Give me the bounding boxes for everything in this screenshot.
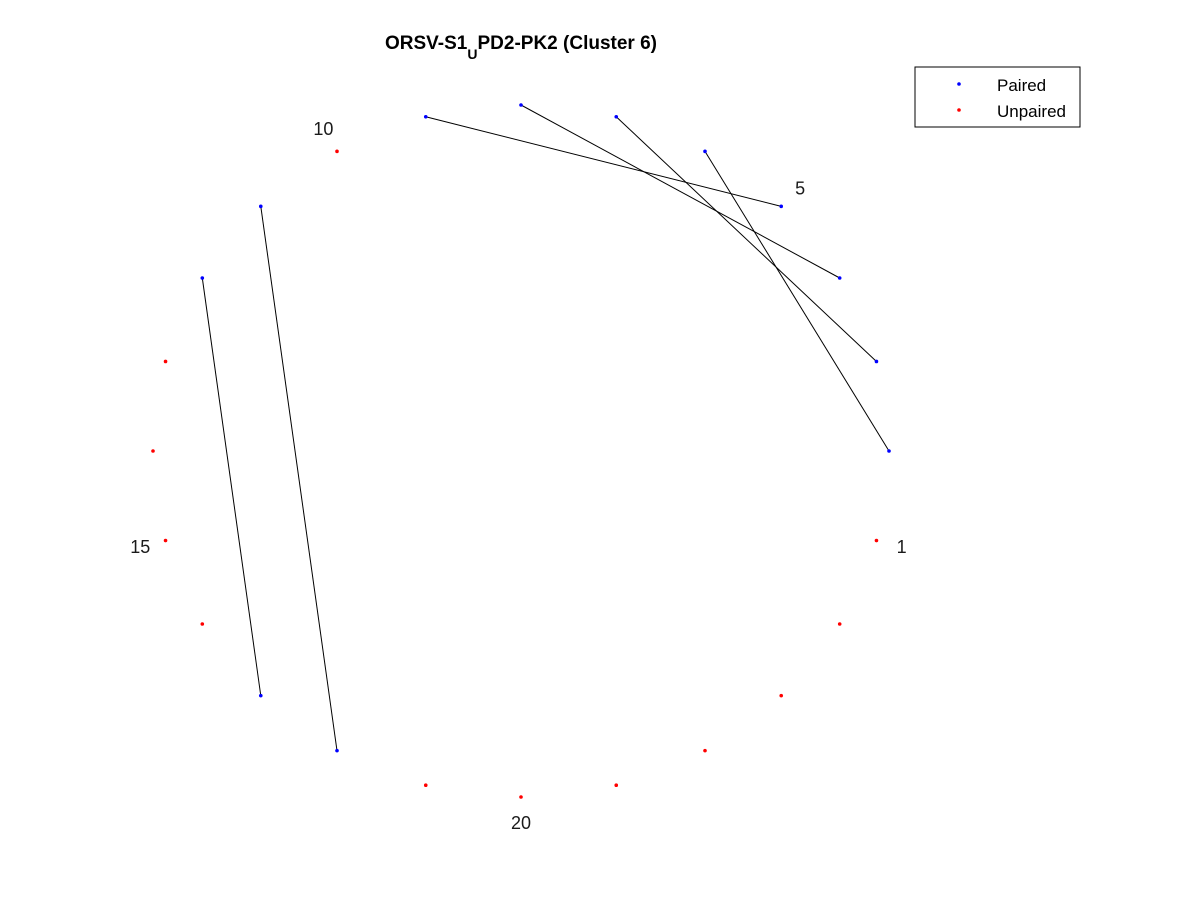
index-label-20: 20 (511, 813, 531, 833)
legend-unpaired-label: Unpaired (997, 102, 1066, 121)
pair-link-5-9 (425, 116, 782, 207)
unpaired-node-10 (335, 149, 339, 154)
unpaired-node-15 (163, 538, 168, 543)
diagram-title: ORSV-S1UPD2-PK2 (Cluster 6) (385, 33, 657, 62)
nucleotide-nodes (151, 103, 891, 799)
legend-box (914, 66, 1081, 128)
unpaired-node-13 (163, 359, 168, 364)
paired-node-6 (703, 149, 707, 154)
paired-node-11 (258, 204, 263, 209)
title-suffix: PD2-PK2 (Cluster 6) (478, 33, 658, 54)
index-label-10: 10 (313, 119, 333, 139)
index-label-1: 1 (897, 537, 907, 557)
legend-paired-label: Paired (997, 76, 1046, 95)
paired-node-7 (614, 114, 619, 119)
unpaired-node-20 (519, 795, 523, 799)
legend-unpaired-marker (957, 108, 961, 112)
legend: Paired Unpaired (914, 66, 1081, 128)
paired-node-18 (335, 748, 339, 753)
paired-node-17 (258, 693, 263, 698)
legend-paired-marker (957, 82, 961, 86)
pair-link-3-7 (615, 116, 877, 362)
unpaired-node-22 (703, 748, 707, 753)
pair-link-2-6 (704, 151, 890, 452)
pair-links (201, 104, 890, 751)
paired-node-4 (837, 276, 842, 280)
unpaired-node-23 (779, 693, 784, 698)
unpaired-node-21 (614, 783, 619, 788)
pair-link-4-8 (520, 104, 840, 279)
paired-node-5 (779, 204, 784, 209)
unpaired-node-14 (151, 449, 155, 453)
index-label-15: 15 (130, 537, 150, 557)
index-label-5: 5 (795, 179, 805, 199)
unpaired-node-24 (837, 622, 842, 626)
title-subscript: U (467, 46, 477, 62)
pair-link-12-17 (201, 277, 262, 696)
paired-node-8 (519, 103, 523, 107)
title-prefix: ORSV-S1 (385, 33, 468, 54)
paired-node-12 (200, 276, 205, 280)
unpaired-node-1 (874, 538, 879, 543)
paired-node-2 (887, 449, 891, 453)
unpaired-node-19 (423, 783, 428, 788)
pair-link-11-18 (260, 206, 338, 751)
paired-node-3 (874, 359, 879, 364)
unpaired-node-16 (200, 622, 205, 626)
paired-node-9 (423, 114, 428, 119)
